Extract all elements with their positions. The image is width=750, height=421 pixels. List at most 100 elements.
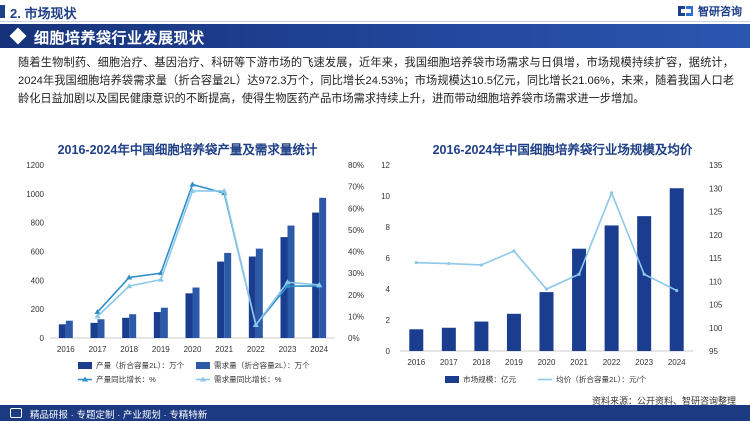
point <box>189 187 196 193</box>
y2-tick-label: 105 <box>709 301 723 310</box>
point <box>316 281 323 287</box>
x-tick-label: 2016 <box>407 358 425 367</box>
legend-label: 市场规模：亿元 <box>463 374 517 384</box>
bar <box>217 261 225 338</box>
legend-label: 均价（折合容量2L）：元/个 <box>556 374 647 384</box>
y2-tick-label: 40% <box>348 248 364 257</box>
chart2-title: 2016-2024年中国细胞培养袋行业场规模及均价 <box>432 143 693 157</box>
y2-tick-label: 115 <box>709 254 722 263</box>
bar <box>129 314 137 338</box>
legend-item: 需求量（折合容量2L）：万个 <box>196 360 310 370</box>
x-tick-label: 2018 <box>120 345 138 354</box>
point <box>94 313 101 319</box>
point <box>189 181 196 187</box>
header-divider <box>0 21 750 22</box>
point <box>94 309 101 315</box>
bar <box>506 313 521 351</box>
bar <box>248 256 256 338</box>
bar <box>255 248 263 338</box>
point <box>126 283 133 289</box>
body-paragraph: 随着生物制药、细胞治疗、基因治疗、科研等下游市场的飞速发展，近年来，我国细胞培养… <box>18 57 734 105</box>
bar <box>572 248 587 351</box>
y2-tick-label: 100 <box>709 324 723 333</box>
y-tick-label: 2 <box>386 316 391 325</box>
bar <box>90 322 98 338</box>
title-banner: 细胞培养袋行业发展现状 <box>0 24 750 48</box>
y-tick-label: 600 <box>31 248 45 257</box>
bar <box>185 293 193 338</box>
point <box>126 274 133 280</box>
x-tick-label: 2024 <box>310 345 328 354</box>
legend-label: 产量（折合容量2L）：万个 <box>96 360 185 370</box>
footer-text: 精品研报 · 专题定制 · 产业规划 · 专精特新 <box>30 410 208 421</box>
x-tick-label: 2021 <box>215 345 233 354</box>
y-tick-label: 0 <box>386 347 391 356</box>
bar <box>604 225 619 351</box>
chart1-title: 2016-2024年中国细胞培养袋产量及需求量统计 <box>57 143 318 157</box>
x-tick-label: 2020 <box>184 345 202 354</box>
point <box>414 261 418 265</box>
x-tick-label: 2022 <box>247 345 265 354</box>
legend-swatch <box>78 362 92 369</box>
chart1-production-demand: 0 200 400 600 800 1000 1200 0% 10% 20% 30% 40% 50% 60… <box>26 161 364 384</box>
point <box>447 261 451 266</box>
bar <box>409 329 424 351</box>
y2-tick-label: 120 <box>709 231 723 240</box>
bar <box>474 321 489 351</box>
point <box>284 283 291 289</box>
point <box>284 279 291 285</box>
x-tick-label: 2023 <box>279 345 297 354</box>
y2-tick-label: 30% <box>348 269 364 278</box>
y-tick-label: 8 <box>386 223 391 232</box>
point <box>544 287 549 291</box>
legend-item: 均价（折合容量2L）：元/个 <box>538 374 647 384</box>
y-tick-label: 400 <box>31 276 45 285</box>
x-tick-label: 2019 <box>152 345 170 354</box>
section-title: 2. 市场现状 <box>10 6 77 21</box>
bar <box>669 188 684 351</box>
y2-tick-label: 0% <box>348 334 360 343</box>
y2-tick-label: 70% <box>348 183 364 192</box>
legend-item: 市场规模：亿元 <box>445 374 517 384</box>
y-tick-label: 12 <box>381 161 390 170</box>
legend-label: 需求量（折合容量2L）：万个 <box>214 360 310 370</box>
bar <box>65 320 73 338</box>
point <box>157 276 164 282</box>
bar <box>312 212 320 338</box>
bar <box>192 287 200 338</box>
top-bar: 2. 市场现状 智研咨询 <box>0 0 750 22</box>
point <box>512 249 516 253</box>
brand: 智研咨询 <box>678 3 742 19</box>
brand-name: 智研咨询 <box>698 6 742 18</box>
bar <box>319 197 327 338</box>
y-tick-label: 1000 <box>26 190 44 199</box>
legend-label: 需求量同比增长：% <box>214 374 282 384</box>
point <box>610 191 614 195</box>
y2-tick-label: 80% <box>348 161 364 170</box>
bar <box>539 292 554 351</box>
point <box>479 263 483 267</box>
x-tick-label: 2019 <box>505 358 523 367</box>
legend-item: 产量（折合容量2L）：万个 <box>78 360 185 370</box>
point <box>642 272 646 276</box>
x-tick-label: 2023 <box>635 358 653 367</box>
chart2-market-size-price: 0 2 4 6 8 10 12 95 100 105 110 115 120 125 130 135 2016 2… <box>381 161 723 384</box>
bar <box>58 324 66 338</box>
x-tick-label: 2024 <box>668 358 686 367</box>
document-icon <box>10 408 22 418</box>
y2-tick-label: 130 <box>709 184 723 193</box>
legend-item: 产量同比增长：% <box>78 374 156 384</box>
y2-tick-label: 10% <box>348 312 364 321</box>
legend-swatch <box>445 376 459 383</box>
y-tick-label: 1200 <box>26 161 44 170</box>
bar <box>97 319 105 338</box>
y2-tick-label: 95 <box>709 347 718 356</box>
x-tick-label: 2020 <box>538 358 556 367</box>
y2-tick-label: 60% <box>348 204 364 213</box>
bar <box>153 312 161 338</box>
point <box>221 187 228 193</box>
bar <box>224 252 232 338</box>
source-note: 资料来源：公开资料、智研咨询整理 <box>591 396 736 406</box>
bar <box>441 327 456 351</box>
y-tick-label: 6 <box>386 254 391 263</box>
